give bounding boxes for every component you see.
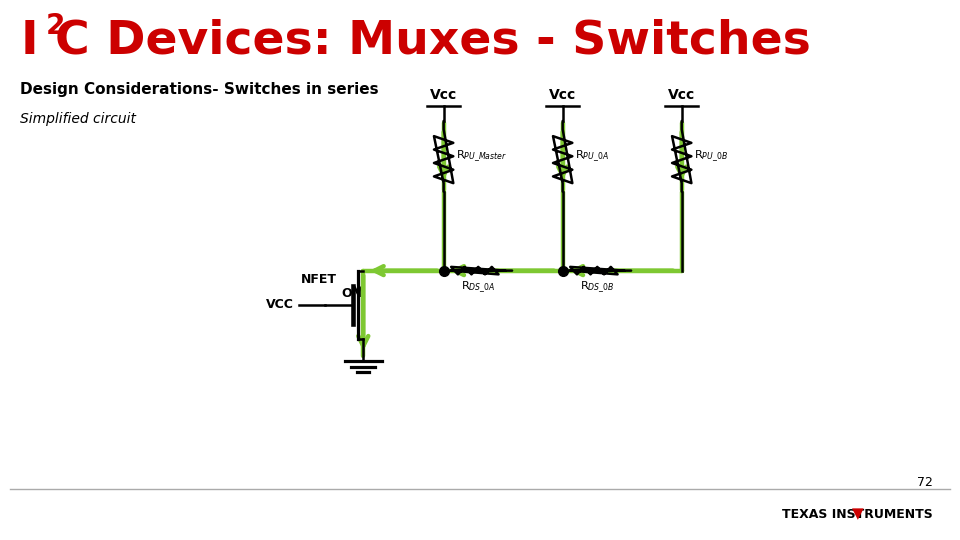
Text: Simplified circuit: Simplified circuit	[20, 112, 136, 126]
Text: R$_{{DS\_0B}}$: R$_{{DS\_0B}}$	[580, 280, 614, 295]
Text: ▼: ▼	[852, 507, 864, 522]
Text: R$_{{PU\_0B}}$: R$_{{PU\_0B}}$	[694, 148, 729, 164]
Text: I: I	[20, 19, 37, 64]
Text: Vcc: Vcc	[549, 88, 576, 102]
Text: 72: 72	[917, 476, 933, 489]
Text: ON: ON	[341, 287, 362, 300]
Text: NFET: NFET	[300, 273, 337, 287]
Text: VCC: VCC	[266, 299, 294, 312]
Text: C Devices: Muxes - Switches: C Devices: Muxes - Switches	[55, 19, 810, 64]
Text: TEXAS INSTRUMENTS: TEXAS INSTRUMENTS	[782, 508, 933, 521]
Text: Vcc: Vcc	[668, 88, 695, 102]
Text: R$_{{DS\_0A}}$: R$_{{DS\_0A}}$	[461, 280, 495, 295]
Text: R$_{{PU\_0A}}$: R$_{{PU\_0A}}$	[575, 148, 610, 164]
Text: 2: 2	[46, 12, 65, 40]
Text: R$_{{PU\_Master}}$: R$_{{PU\_Master}}$	[456, 148, 508, 164]
Text: Vcc: Vcc	[430, 88, 457, 102]
Text: Design Considerations- Switches in series: Design Considerations- Switches in serie…	[20, 82, 379, 97]
